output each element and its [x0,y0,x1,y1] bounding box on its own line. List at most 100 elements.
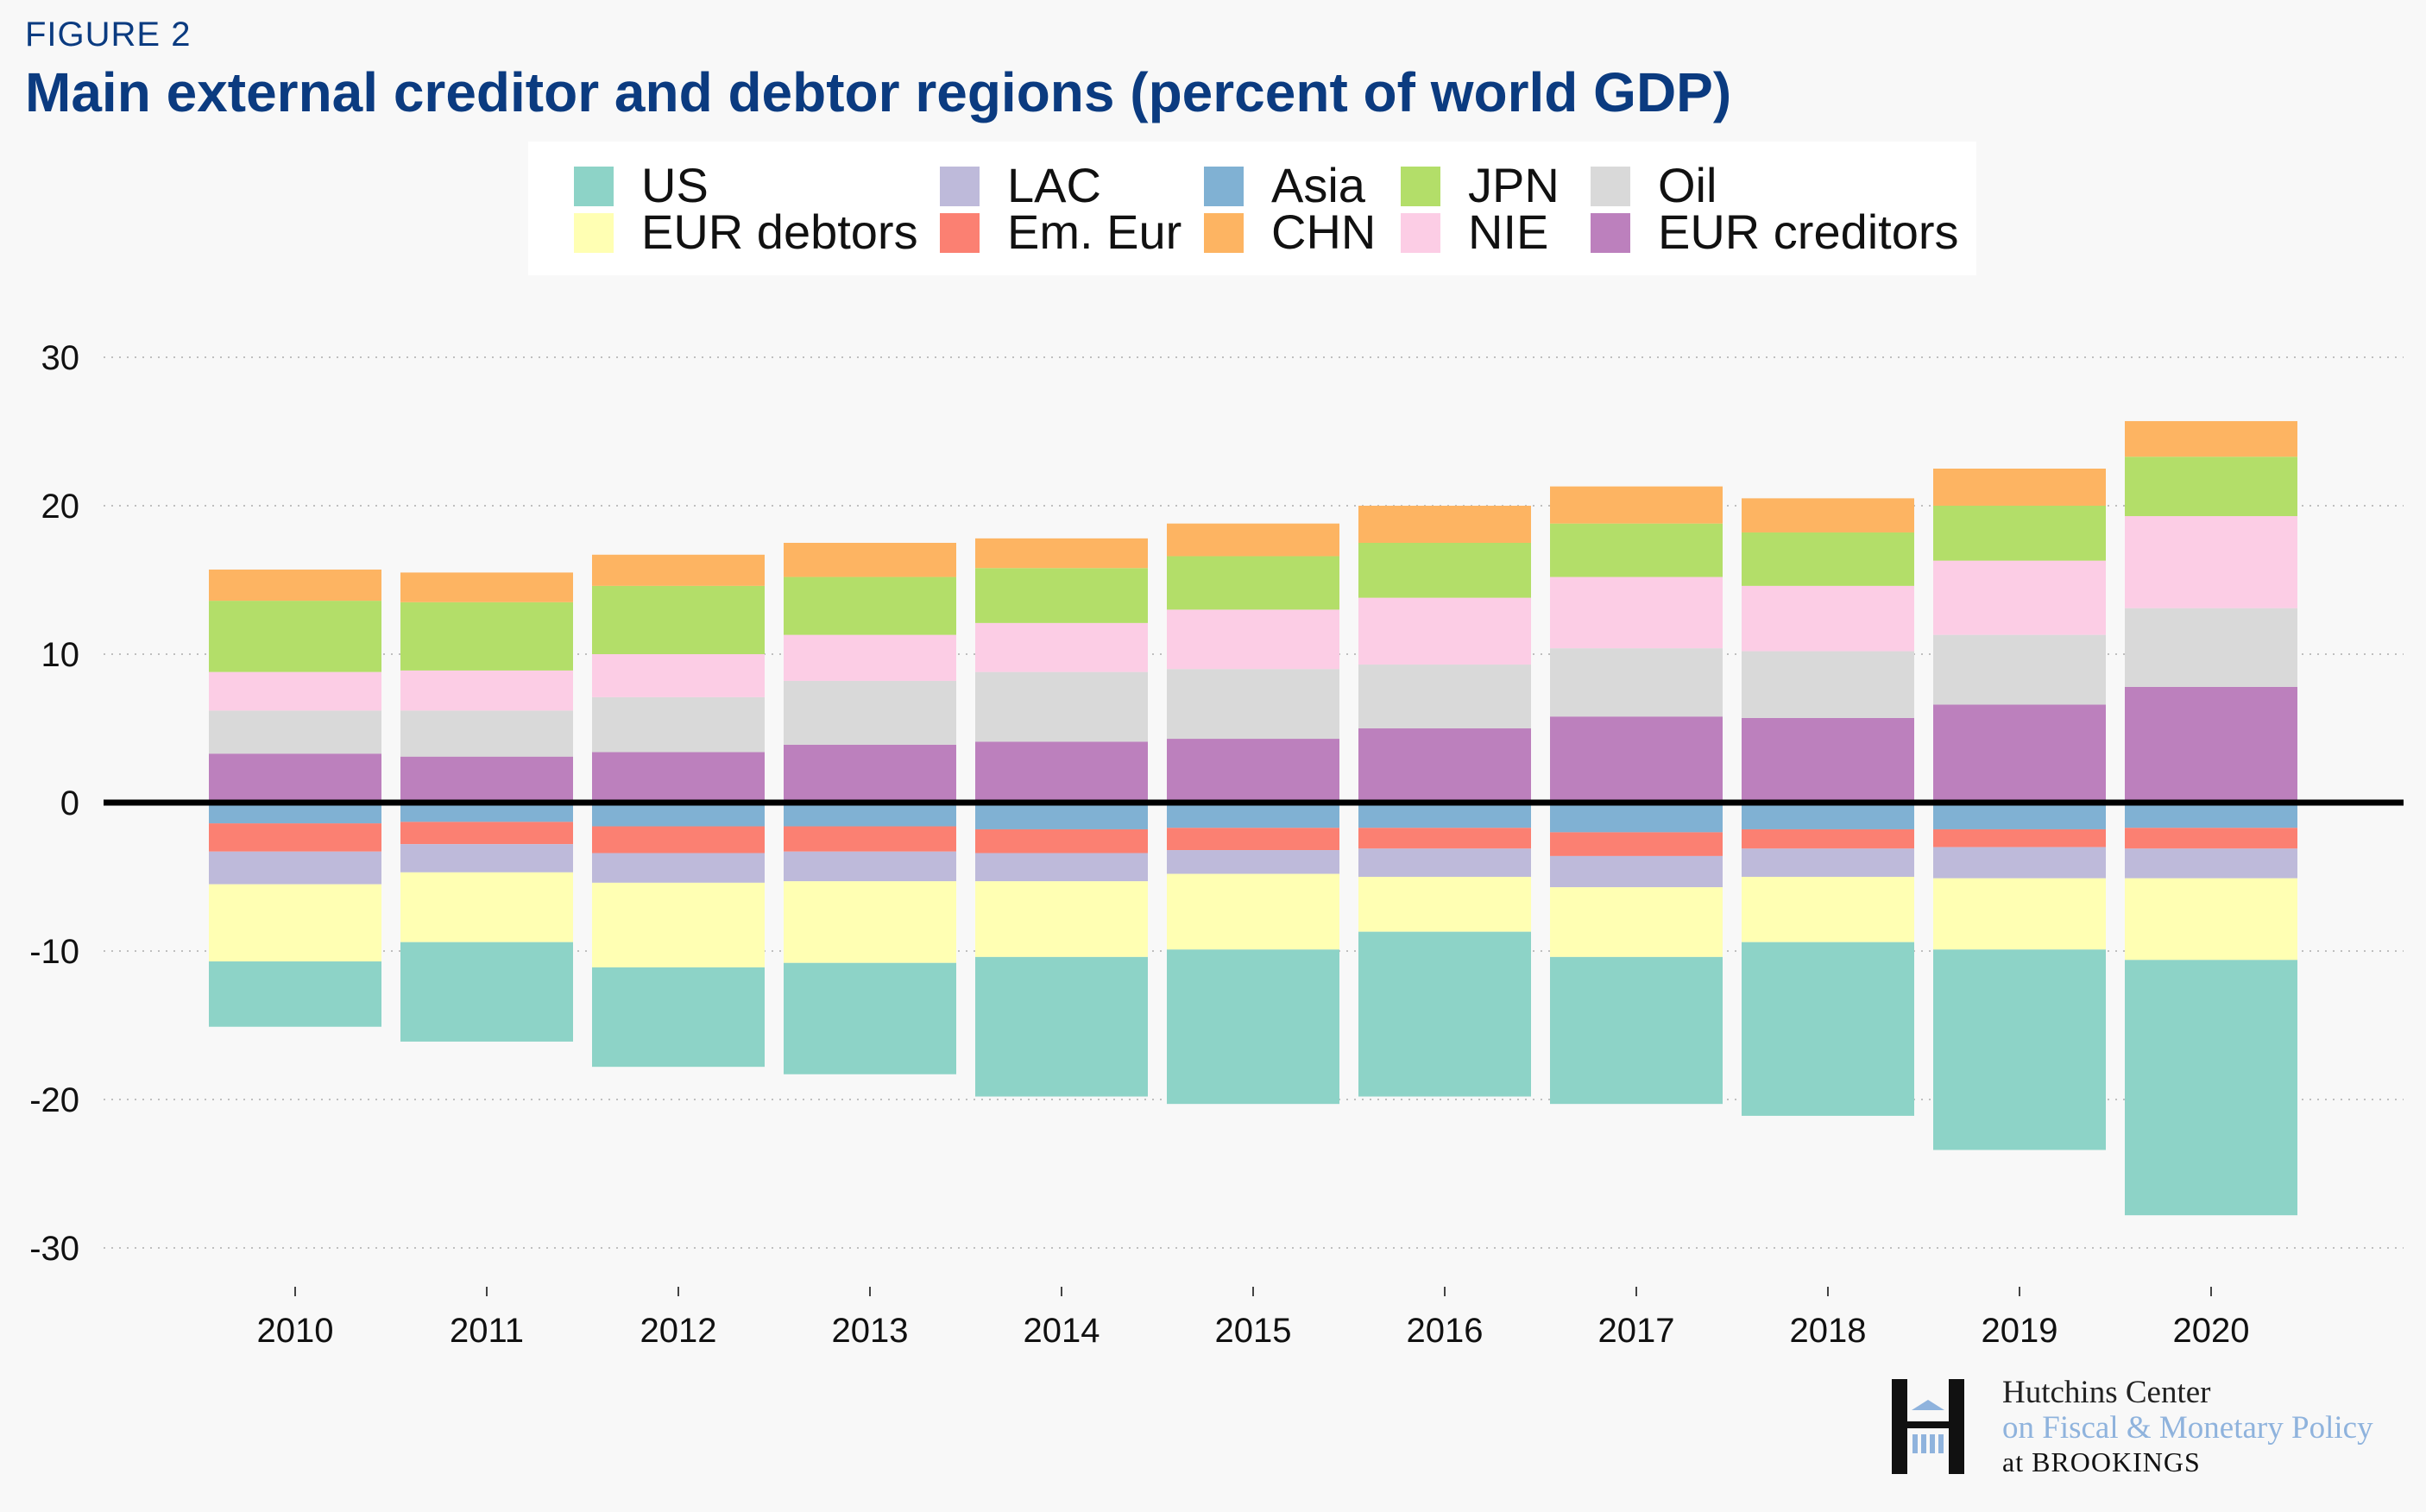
bar-segment-asia [1742,803,1914,829]
bar-segment-eur-debtors [1358,877,1531,932]
bar-segment-em-eur [784,826,956,852]
bar-segment-eur-creditors [1358,728,1531,803]
legend-label-nie: NIE [1468,205,1548,259]
figure-label: FIGURE 2 [25,16,192,54]
bar-segment-us [1167,949,1339,1105]
legend-swatch-lac [940,167,980,206]
legend: US LAC Asia JPN Oil EUR debtors Em. Eur CHN NIE E… [528,142,1976,275]
bar-segment-lac [209,851,381,885]
bar-segment-eur-creditors [209,753,381,803]
y-tick-label: 30 [41,339,80,377]
bar-segment-oil [1742,651,1914,718]
bar-segment-asia [1933,803,2106,829]
bar-segment-eur-debtors [1933,878,2106,950]
bar-segment-eur-creditors [592,752,765,803]
bar-segment-lac [975,853,1148,882]
bar-segment-asia [1167,803,1339,828]
x-tick-label: 2019 [1982,1312,2058,1350]
bar-segment-jpn [1550,523,1723,577]
logo-line-2: on Fiscal & Monetary Policy [2002,1410,2373,1446]
bar-segment-oil [400,710,573,757]
bar-segment-chn [1933,469,2106,506]
bar-segment-asia [209,803,381,824]
legend-label-eur-creditors: EUR creditors [1658,205,1959,259]
bar-segment-us [1550,956,1723,1105]
bar-segment-eur-debtors [784,881,956,963]
y-tick-label: -20 [29,1081,79,1119]
y-tick-label: -30 [29,1230,79,1268]
bar-segment-eur-debtors [400,872,573,942]
bar-segment-em-eur [1742,828,1914,849]
bar-segment-nie [592,654,765,697]
bar-segment-lac [2125,848,2297,879]
bar-segment-em-eur [1358,828,1531,849]
bar-segment-em-eur [1550,832,1723,856]
logo-line-1: Hutchins Center [2002,1375,2211,1410]
bar-segment-eur-creditors [400,756,573,803]
bar-segment-us [2125,960,2297,1216]
bar-segment-nie [1550,576,1723,649]
bar-segment-jpn [400,602,573,671]
bar-segment-eur-debtors [1167,873,1339,950]
bar-segment-eur-creditors [1167,739,1339,803]
bar-segment-nie [1742,585,1914,652]
x-tick-label: 2012 [640,1312,717,1350]
x-tick-label: 2013 [832,1312,909,1350]
x-tick-label: 2010 [257,1312,334,1350]
bar-segment-em-eur [1933,828,2106,847]
legend-label-jpn: JPN [1468,158,1560,212]
bar-segment-eur-debtors [2125,878,2297,961]
bar-segment-us [1358,931,1531,1097]
bar-segment-jpn [784,576,956,635]
legend-label-oil: Oil [1658,158,1717,212]
brookings-h-icon [1892,1379,1964,1474]
legend-swatch-oil [1591,167,1630,206]
y-tick-label: -10 [29,933,79,971]
bar-segment-chn [592,554,765,586]
legend-swatch-asia [1204,167,1244,206]
bar-segment-eur-creditors [1742,717,1914,803]
bar-segment-eur-debtors [209,884,381,962]
bar-segment-oil [975,671,1148,742]
bar-segment-oil [784,680,956,745]
bar-segment-eur-debtors [975,881,1148,957]
bar-segment-oil [592,696,765,753]
bar-segment-lac [1167,850,1339,874]
legend-label-em-eur: Em. Eur [1007,205,1181,259]
y-axis-ticks: 30 20 10 0 -10 -20 -30 [29,339,79,1268]
bar-segment-chn [975,538,1148,569]
x-tick-label: 2011 [450,1312,524,1350]
legend-swatch-jpn [1401,167,1440,206]
bar-segment-em-eur [975,828,1148,854]
bar-segment-eur-creditors [1550,716,1723,803]
bar-segment-oil [1933,634,2106,705]
bar-segment-lac [400,844,573,873]
legend-swatch-em-eur [940,213,980,253]
x-tick-label: 2018 [1790,1312,1867,1350]
bar-segment-eur-creditors [784,744,956,803]
bar-segment-em-eur [1167,828,1339,851]
bar-segment-oil [1550,648,1723,717]
bar-segment-em-eur [592,826,765,854]
bar-segment-chn [1358,506,1531,543]
bar-segment-jpn [1742,532,1914,586]
hutchins-logo: Hutchins Center on Fiscal & Monetary Pol… [1890,1374,2408,1486]
legend-box [528,142,1976,275]
bar-segment-asia [1550,803,1723,833]
bar-segment-eur-debtors [1550,887,1723,957]
x-axis-ticks: 2010 2011 2012 2013 2014 2015 2016 2017 2018 2019… [257,1287,2249,1350]
bar-segment-eur-creditors [975,741,1148,803]
bar-segment-us [400,942,573,1042]
bar-segment-asia [2125,803,2297,828]
bar-segment-chn [784,543,956,577]
bar-segment-jpn [1358,543,1531,598]
bar-segment-nie [784,634,956,681]
y-tick-label: 0 [60,784,79,822]
bar-segment-chn [1550,486,1723,524]
bar-segment-us [592,967,765,1068]
bar-segment-lac [784,851,956,882]
bar-segment-oil [1358,665,1531,728]
x-tick-label: 2014 [1024,1312,1100,1350]
bar-segment-chn [209,569,381,602]
bar-segment-us [209,961,381,1027]
